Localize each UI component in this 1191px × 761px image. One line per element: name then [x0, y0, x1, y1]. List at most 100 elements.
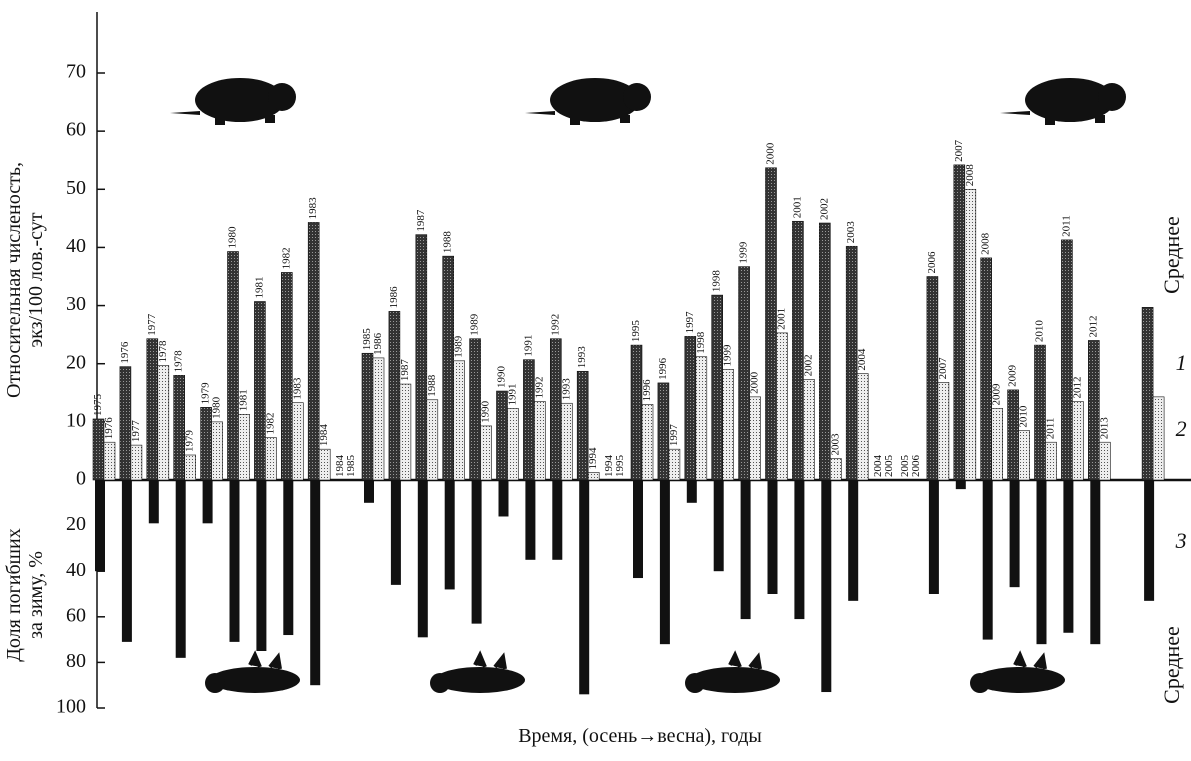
autumn-bar	[389, 311, 400, 480]
year-label: 2000	[749, 371, 761, 394]
spring-bar	[427, 400, 438, 480]
series-label: 3	[1175, 528, 1187, 553]
autumn-bar	[685, 336, 696, 480]
autumn-bar	[281, 272, 292, 480]
spring-bar	[373, 358, 384, 480]
spring-bar	[1046, 442, 1057, 480]
autumn-bar	[228, 251, 239, 480]
year-label: 1997	[684, 311, 696, 334]
year-label: 1981	[238, 389, 250, 411]
winter-loss-bar	[956, 480, 966, 489]
year-label: 1993	[560, 378, 572, 401]
spring-bar	[1072, 402, 1083, 480]
year-label: 1980	[211, 396, 223, 419]
y-axis-label: экз/100 лов.-сут	[25, 212, 47, 347]
winter-loss-bar	[633, 480, 643, 578]
winter-loss-bar	[122, 480, 132, 642]
winter-loss-bar	[418, 480, 428, 637]
year-label: 2001	[791, 196, 803, 218]
spring-bar	[803, 379, 814, 480]
year-label: 2007	[953, 139, 965, 162]
winter-loss-bar	[714, 480, 724, 571]
year-label: 1989	[453, 335, 465, 358]
year-label: 1985	[345, 455, 357, 478]
chart: Время, (осень→весна), годы Относительная…	[0, 0, 1191, 756]
year-label: 1995	[614, 455, 626, 478]
spring-bar	[1153, 397, 1164, 480]
year-label: 1993	[576, 346, 588, 369]
spring-bar	[830, 458, 841, 480]
year-label: 1982	[280, 247, 292, 269]
year-label: 2000	[765, 142, 777, 165]
winter-loss-bar	[230, 480, 240, 642]
winter-loss-bar	[445, 480, 455, 589]
winter-loss-bar	[1063, 480, 1073, 633]
y2-axis-label: Доля погибших	[3, 528, 25, 661]
spring-bar	[992, 408, 1003, 480]
year-label: 1979	[184, 429, 196, 452]
spring-bar	[454, 361, 465, 480]
year-label: 1998	[711, 270, 723, 293]
y2-tick-label: 80	[66, 650, 86, 672]
winter-loss-bar	[741, 480, 751, 619]
winter-loss-bar	[579, 480, 589, 694]
series-label: 1	[1176, 350, 1187, 375]
autumn-bar	[1088, 340, 1099, 480]
year-label: 1997	[668, 424, 680, 447]
winter-loss-bar	[660, 480, 670, 644]
year-label: 1978	[157, 340, 169, 363]
spring-bar	[696, 357, 707, 480]
winter-loss-bar	[983, 480, 993, 640]
year-label: 1999	[722, 344, 734, 367]
year-label: 1980	[227, 226, 239, 249]
autumn-bar	[981, 258, 992, 480]
y2-tick-label: 100	[56, 696, 86, 718]
spring-bar	[508, 408, 519, 480]
year-label: 1975	[92, 393, 104, 416]
winter-loss-bar	[552, 480, 562, 560]
spring-bar	[212, 422, 223, 480]
autumn-bar	[792, 221, 803, 480]
year-label: 1989	[469, 313, 481, 336]
spring-bar	[642, 404, 653, 480]
autumn-bar	[443, 256, 454, 480]
winter-loss-bar	[821, 480, 831, 692]
autumn-bar	[954, 165, 965, 480]
year-label: 1991	[507, 383, 519, 405]
year-label: 2003	[845, 221, 857, 244]
winter-loss-bar	[929, 480, 939, 594]
year-label: 1988	[442, 231, 454, 254]
year-label: 1990	[480, 400, 492, 423]
year-label: 1977	[146, 313, 158, 336]
year-label: 1996	[641, 379, 653, 402]
year-label: 2006	[910, 455, 922, 478]
y-axis-label: Относительная численость,	[3, 162, 25, 398]
year-label: 2009	[991, 383, 1003, 406]
spring-bar	[265, 438, 276, 480]
year-label: 1987	[415, 209, 427, 232]
y-tick-label: 60	[66, 119, 86, 141]
winter-loss-bar	[1090, 480, 1100, 644]
y-tick-label: 10	[66, 409, 86, 431]
year-label: 1984	[318, 424, 330, 447]
spring-bar	[1099, 442, 1110, 480]
autumn-bar	[631, 345, 642, 480]
year-label: 2011	[1045, 418, 1057, 440]
autumn-bar	[712, 295, 723, 480]
year-label: 1978	[173, 350, 185, 373]
year-label: 2011	[1060, 215, 1072, 237]
year-label: 1994	[587, 447, 599, 470]
winter-loss-bar	[283, 480, 293, 635]
year-label: 1981	[253, 277, 265, 299]
winter-loss-bar	[1010, 480, 1020, 587]
year-label: 2003	[829, 433, 841, 456]
winter-loss-bar	[176, 480, 186, 658]
spring-bar	[857, 374, 868, 480]
winter-loss-bar	[256, 480, 266, 651]
year-label: 2013	[1098, 417, 1110, 440]
autumn-bar	[1035, 345, 1046, 480]
spring-bar	[777, 333, 788, 480]
year-label: 1976	[103, 417, 115, 440]
winter-loss-bar	[95, 480, 105, 571]
year-label: 2006	[926, 251, 938, 274]
